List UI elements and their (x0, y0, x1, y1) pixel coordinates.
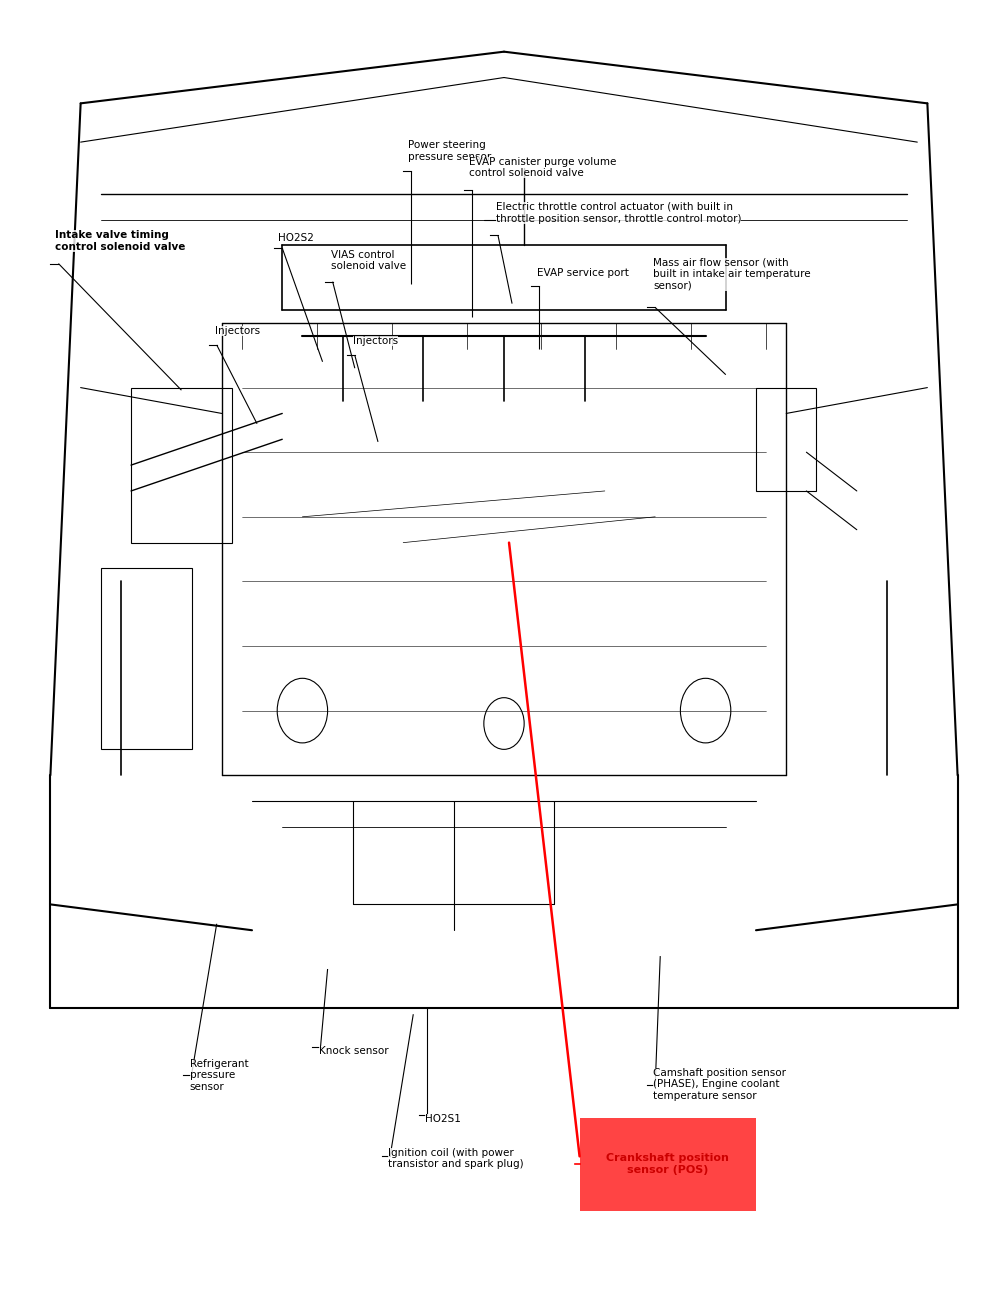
Text: Power steering
pressure sensor: Power steering pressure sensor (408, 140, 492, 162)
Text: EVAP canister purge volume
control solenoid valve: EVAP canister purge volume control solen… (469, 156, 616, 178)
Text: HO2S2: HO2S2 (278, 233, 314, 243)
Text: VIAS control
solenoid valve: VIAS control solenoid valve (331, 249, 406, 271)
Text: Injectors: Injectors (353, 336, 398, 346)
Bar (756, 388, 816, 491)
Text: Refrigerant
pressure
sensor: Refrigerant pressure sensor (190, 1058, 248, 1092)
Bar (101, 568, 192, 749)
Text: HO2S1: HO2S1 (425, 1114, 462, 1124)
Text: Camshaft position sensor
(PHASE), Engine coolant
temperature sensor: Camshaft position sensor (PHASE), Engine… (653, 1067, 786, 1101)
Text: Crankshaft position
sensor (POS): Crankshaft position sensor (POS) (607, 1154, 729, 1174)
Text: Mass air flow sensor (with
built in intake air temperature
sensor): Mass air flow sensor (with built in inta… (653, 257, 810, 291)
Text: Injectors: Injectors (215, 326, 260, 336)
Text: Knock sensor: Knock sensor (319, 1045, 388, 1056)
Bar (131, 388, 232, 543)
Text: Ignition coil (with power
transistor and spark plug): Ignition coil (with power transistor and… (388, 1147, 524, 1169)
FancyBboxPatch shape (580, 1118, 756, 1211)
Text: Intake valve timing
control solenoid valve: Intake valve timing control solenoid val… (55, 230, 185, 252)
Text: Electric throttle control actuator (with built in
throttle position sensor, thro: Electric throttle control actuator (with… (496, 202, 742, 224)
Text: EVAP service port: EVAP service port (537, 267, 629, 278)
